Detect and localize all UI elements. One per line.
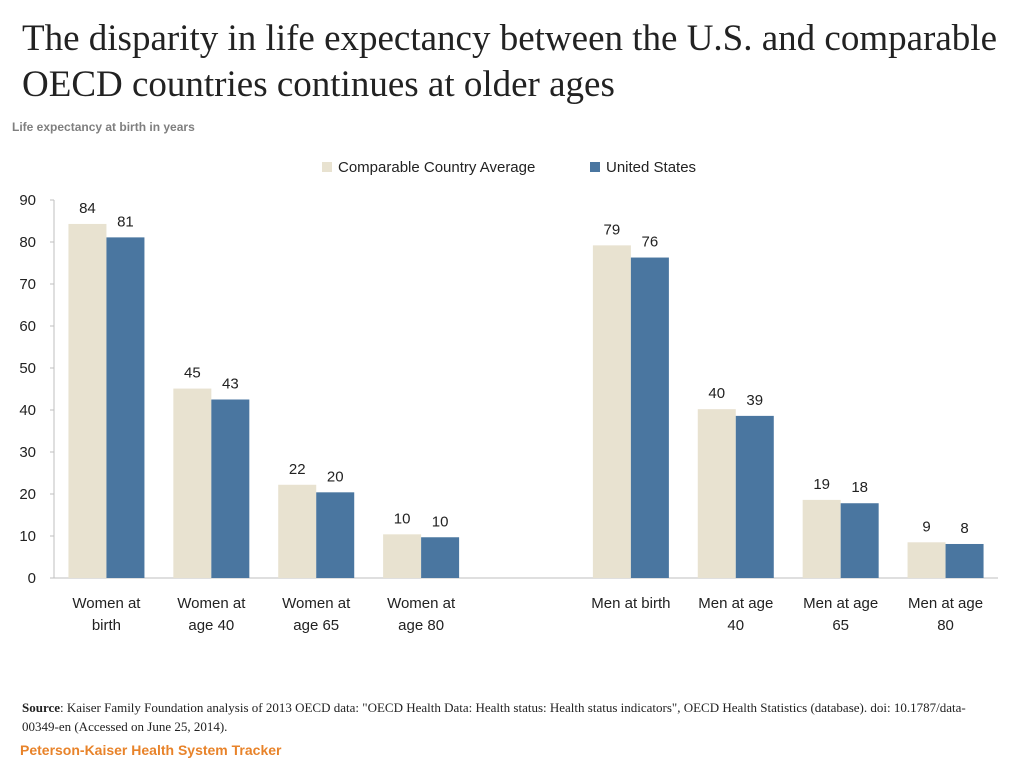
category-label-6-0: Men at age [698,595,773,612]
category-label-1-1: age 40 [188,617,234,634]
legend-swatch-0 [322,162,332,172]
category-label-2-1: age 65 [293,617,339,634]
y-tick-label-7: 70 [19,276,36,293]
data-label-0-7: 19 [813,476,830,493]
chart-subtitle: Life expectancy at birth in years [12,120,195,134]
data-label-1-1: 43 [222,376,239,393]
y-tick-label-8: 80 [19,234,36,251]
bar-1-1 [211,399,250,578]
category-label-8-0: Men at age [908,595,983,612]
category-label-0-1: birth [92,617,121,634]
data-label-0-5: 79 [604,221,621,238]
data-label-0-3: 10 [394,510,411,527]
data-label-1-5: 76 [642,234,659,251]
category-label-1-0: Women at [177,595,246,612]
y-tick-label-9: 90 [19,192,36,209]
bar-1-3 [421,537,460,578]
category-label-3-0: Women at [387,595,456,612]
category-label-0-0: Women at [72,595,141,612]
bar-1-0 [106,237,145,578]
legend-label-1: United States [606,159,696,176]
data-label-0-1: 45 [184,365,201,382]
bar-1-8 [945,543,984,578]
y-tick-label-4: 40 [19,402,36,419]
category-label-7-0: Men at age [803,595,878,612]
y-tick-label-5: 50 [19,360,36,377]
bar-0-6 [697,409,736,578]
source-label: Source [22,700,61,715]
y-tick-label-0: 0 [28,570,36,587]
y-tick-label-2: 20 [19,486,36,503]
brand-footer: Peterson-Kaiser Health System Tracker [20,742,282,758]
bar-0-8 [907,542,946,578]
y-tick-label-3: 30 [19,444,36,461]
data-label-0-0: 84 [79,200,96,217]
legend-swatch-1 [590,162,600,172]
bar-1-2 [316,492,355,578]
source-text: : Kaiser Family Foundation analysis of 2… [22,700,966,734]
bar-1-6 [735,415,774,578]
bar-0-7 [802,499,841,578]
category-label-7-1: 65 [832,617,849,634]
bar-1-5 [630,257,669,578]
data-label-0-6: 40 [708,385,725,402]
bar-0-5 [592,245,631,579]
bar-0-0 [68,223,107,578]
source-note: Source: Kaiser Family Foundation analysi… [22,698,982,736]
bar-0-3 [383,534,422,578]
data-label-1-7: 18 [851,479,868,496]
data-label-1-0: 81 [117,213,134,230]
y-tick-label-6: 60 [19,318,36,335]
data-label-1-2: 20 [327,468,344,485]
bar-1-7 [840,503,879,578]
bar-0-2 [278,484,317,578]
y-tick-label-1: 10 [19,528,36,545]
legend-label-0: Comparable Country Average [338,159,535,176]
category-label-2-0: Women at [282,595,351,612]
chart-title: The disparity in life expectancy between… [22,18,997,105]
life-expectancy-bar-chart: Comparable Country Average United States 0… [19,159,998,634]
data-label-1-3: 10 [432,513,449,530]
data-label-1-6: 39 [746,392,763,409]
data-label-1-8: 8 [960,520,968,537]
category-label-3-1: age 80 [398,617,444,634]
category-label-5-0: Men at birth [591,595,670,612]
category-label-6-1: 40 [727,617,744,634]
category-label-8-1: 80 [937,617,954,634]
bar-0-1 [173,388,212,578]
data-label-0-2: 22 [289,461,306,478]
data-label-0-8: 9 [922,518,930,535]
